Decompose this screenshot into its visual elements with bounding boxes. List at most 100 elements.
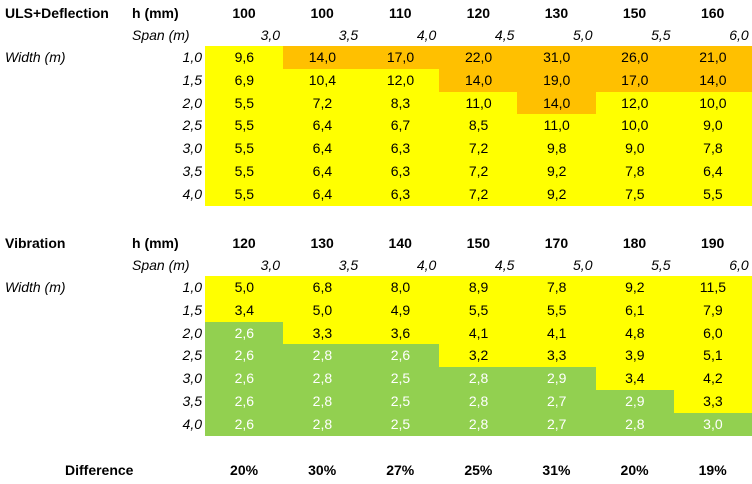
width-value: 3,5 bbox=[182, 163, 202, 179]
cell: 9,2 bbox=[517, 160, 596, 184]
cell: 3,9 bbox=[595, 344, 675, 368]
cell: 6,0 bbox=[673, 321, 752, 345]
cell: 6,7 bbox=[361, 114, 440, 138]
cell: 3,0 bbox=[673, 412, 752, 437]
cell: 2,6 bbox=[205, 321, 284, 345]
width-label: Width (m) bbox=[5, 49, 66, 65]
cell: 5,1 bbox=[673, 344, 752, 368]
cell: 6,9 bbox=[205, 68, 284, 93]
cell: 5,5 bbox=[673, 182, 752, 207]
span-value: 5,5 bbox=[651, 27, 671, 43]
span-value: 5,5 bbox=[651, 257, 671, 273]
difference-label: Difference bbox=[65, 462, 134, 478]
cell: 6,3 bbox=[361, 160, 440, 184]
cell: 11,0 bbox=[517, 114, 596, 138]
cell: 8,9 bbox=[439, 276, 518, 300]
span-value: 6,0 bbox=[729, 27, 749, 43]
cell: 9,2 bbox=[595, 276, 675, 300]
h-value: 100 bbox=[310, 5, 334, 21]
cell: 2,7 bbox=[517, 412, 596, 437]
cell: 4,2 bbox=[673, 367, 752, 391]
cell: 6,4 bbox=[283, 137, 362, 161]
span-label: Span (m) bbox=[132, 257, 190, 273]
cell: 8,5 bbox=[439, 114, 518, 138]
difference-value: 31% bbox=[542, 462, 571, 478]
cell: 6,3 bbox=[361, 182, 440, 207]
cell: 2,8 bbox=[439, 412, 518, 437]
width-label: Width (m) bbox=[5, 279, 66, 295]
width-value: 1,0 bbox=[182, 279, 202, 295]
span-value: 3,0 bbox=[260, 27, 281, 43]
difference-value: 25% bbox=[464, 462, 493, 478]
cell: 19,0 bbox=[517, 68, 596, 93]
cell: 7,5 bbox=[595, 182, 675, 207]
h-value: 120 bbox=[232, 235, 256, 251]
cell: 5,5 bbox=[205, 114, 284, 138]
cell: 11,5 bbox=[673, 276, 752, 300]
cell: 2,6 bbox=[205, 412, 284, 437]
cell: 5,5 bbox=[517, 298, 596, 323]
h-value: 170 bbox=[544, 235, 569, 251]
h-value: 130 bbox=[544, 5, 569, 21]
cell: 14,0 bbox=[517, 91, 596, 115]
cell: 12,0 bbox=[361, 68, 440, 93]
cell: 2,8 bbox=[595, 412, 675, 437]
cell: 8,3 bbox=[361, 91, 440, 115]
difference-value: 30% bbox=[308, 462, 337, 478]
cell: 9,2 bbox=[517, 182, 596, 207]
difference-value: 20% bbox=[230, 462, 259, 478]
cell: 3,4 bbox=[595, 367, 675, 391]
cell: 5,5 bbox=[205, 182, 284, 207]
cell: 2,6 bbox=[205, 390, 284, 414]
cell: 2,6 bbox=[361, 344, 440, 368]
cell: 2,8 bbox=[439, 390, 518, 414]
cell: 14,0 bbox=[673, 68, 752, 93]
span-value: 6,0 bbox=[729, 257, 749, 273]
cell: 17,0 bbox=[361, 46, 440, 70]
width-value: 2,0 bbox=[182, 94, 202, 111]
table-title: ULS+Deflection bbox=[5, 5, 109, 21]
span-value: 4,5 bbox=[494, 257, 515, 273]
span-value: 4,5 bbox=[494, 27, 515, 43]
cell: 2,8 bbox=[439, 367, 518, 391]
cell: 9,0 bbox=[673, 114, 752, 138]
cell: 3,3 bbox=[517, 344, 596, 368]
cell: 3,3 bbox=[673, 390, 752, 414]
cell: 7,2 bbox=[283, 91, 362, 115]
cell: 3,3 bbox=[283, 321, 362, 345]
width-value: 1,5 bbox=[182, 71, 202, 88]
cell: 4,9 bbox=[361, 298, 440, 323]
span-label: Span (m) bbox=[132, 27, 190, 43]
width-value: 1,5 bbox=[182, 301, 202, 318]
width-value: 1,0 bbox=[182, 49, 202, 65]
h-value: 120 bbox=[466, 5, 491, 21]
difference-value: 19% bbox=[698, 462, 727, 478]
cell: 2,8 bbox=[283, 344, 362, 368]
width-value: 4,0 bbox=[182, 185, 202, 202]
cell: 12,0 bbox=[595, 91, 675, 115]
cell: 21,0 bbox=[673, 46, 752, 70]
cell: 2,8 bbox=[283, 367, 362, 391]
span-value: 5,0 bbox=[573, 27, 593, 43]
h-value: 180 bbox=[622, 235, 647, 251]
width-value: 2,0 bbox=[182, 324, 202, 341]
difference-value: 20% bbox=[620, 462, 649, 478]
cell: 2,7 bbox=[517, 390, 596, 414]
span-value: 3,5 bbox=[338, 27, 359, 43]
cell: 2,6 bbox=[205, 367, 284, 391]
width-value: 3,0 bbox=[182, 370, 202, 387]
h-value: 130 bbox=[310, 235, 334, 251]
cell: 2,9 bbox=[517, 367, 596, 391]
table-title: Vibration bbox=[5, 235, 66, 251]
span-value: 3,0 bbox=[260, 257, 281, 273]
cell: 2,9 bbox=[595, 390, 675, 414]
cell: 3,2 bbox=[439, 344, 518, 368]
span-value: 5,0 bbox=[573, 257, 593, 273]
cell: 14,0 bbox=[283, 46, 362, 70]
cell: 9,6 bbox=[205, 46, 284, 70]
cell: 3,4 bbox=[205, 298, 284, 323]
cell: 2,8 bbox=[283, 390, 362, 414]
cell: 10,4 bbox=[283, 68, 362, 93]
cell: 26,0 bbox=[595, 46, 675, 70]
span-value: 4,0 bbox=[416, 27, 437, 43]
